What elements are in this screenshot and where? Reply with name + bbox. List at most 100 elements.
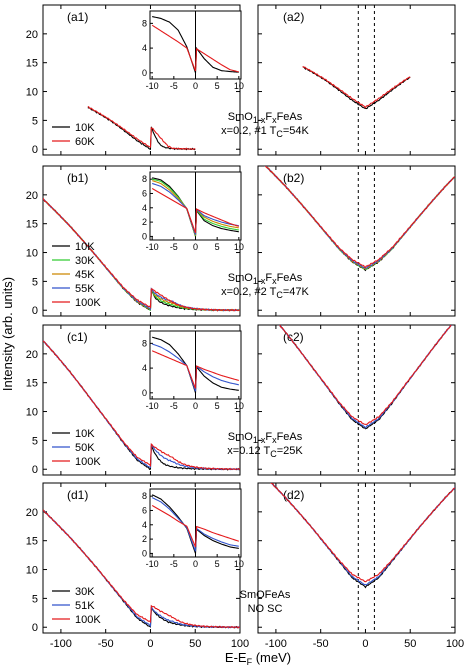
panel-label-(c1): (c1) [67,330,88,344]
left-xtick-label-4: 100 [231,638,249,650]
row-1-inset-ytick-label-0: 0 [142,231,147,241]
row-3-inset-ytick-label-1: 2 [142,534,147,544]
row-3-ytick-label-0: 0 [32,622,38,634]
row-0-left-curves [87,106,196,151]
right-curve-60K [302,65,411,109]
row-0-right-curves [302,65,411,110]
legend-label-10K: 10K [75,241,95,253]
left-curve-100K [43,509,240,629]
inset-curve-60K [151,24,239,73]
row-0-inset-ytick-label-0: 0 [142,68,147,78]
row-2-inset-xtick-label-1: -5 [170,401,178,411]
inset-curve-30K [152,178,239,237]
panel-label-(b1): (b1) [67,171,88,185]
row-3-inset: -10 -5 0 5 10 0 2 4 6 8 [142,488,244,569]
row-1-sample-line1-s2: x [272,276,277,286]
row-0-inset-xtick-label-1: -5 [170,81,178,91]
y-axis-title: Intensity (arb. units) [0,277,15,391]
row-1-sample-line2-s1: C [276,290,283,300]
panel-label-(a1): (a1) [67,10,88,24]
legend-label-10K: 10K [75,428,95,440]
row-3-inset-xtick-label-4: 10 [234,559,244,569]
legend-label-100K: 100K [75,297,101,309]
inset-curve-10K [152,336,239,393]
row-2-sample-line1-s2: x [272,435,277,445]
row-2-inset-ytick-label-0: 0 [142,388,147,398]
right-curve-100K [270,483,455,583]
row-3-inset-xtick-label-2: 0 [193,559,198,569]
row-1-sample-line2: x=0.2, #2 TC=47K [221,286,309,300]
row-1-inset-ytick-label-3: 6 [142,188,147,198]
row-0-left-frame [42,4,241,156]
row-0-sample-line2-p2: =54K [283,125,310,137]
row-2-inset-xtick-label-0: -10 [146,401,159,411]
panel-label-(a2): (a2) [283,10,304,24]
legend-label-10K: 10K [75,122,95,134]
row-0-sample-line2: x=0.2, #1 TC=54K [221,125,309,139]
row-1-sample-line1-p2: F [265,272,272,284]
row-0-ytick-label-0: 0 [32,144,38,156]
legend-label-50K: 50K [75,442,95,454]
row-3-ytick-label-2: 10 [26,565,38,577]
legend-label-30K: 30K [75,586,95,598]
row-1-left-frame [42,165,241,317]
row-3-inset-xtick-label-1: -5 [170,559,178,569]
row-3-sample-line1: SmOFeAs [240,589,291,601]
row-3-ytick-label-3: 15 [26,536,38,548]
panel-label-(b2): (b2) [283,171,304,185]
legend-label-100K: 100K [75,614,101,626]
row-0-sample-line1: SmO1-xFxFeAs [228,111,303,125]
left-curve-10K [87,107,196,151]
row-2-left-curves [43,340,240,471]
row-2-inset-xtick-label-3: 5 [215,401,220,411]
row-1-ytick-label-0: 0 [32,305,38,317]
row-0-inset-xtick-label-0: -10 [146,81,159,91]
panel-label-(c2): (c2) [283,330,304,344]
row-0-ytick-label-4: 20 [26,29,38,41]
row-0-inset-xtick-label-3: 5 [215,81,220,91]
right-xtick-label-0: -100 [265,638,287,650]
right-curve-100K [279,325,452,426]
row-0-sample-line2-p1: x=0.2, #1 T [221,125,276,137]
row-0-ytick-label-1: 5 [32,115,38,127]
row-3-inset-ytick-label-4: 8 [142,491,147,501]
panel-label-(d1): (d1) [67,488,88,502]
row-1-inset-xtick-label-1: -5 [170,242,178,252]
legend-label-100K: 100K [75,456,101,468]
row-2-sample-line1: SmO1-xFxFeAs [228,431,303,445]
row-3-sample-line2: NO SC [248,603,283,615]
row-2-sample-line2-s1: C [270,449,277,459]
row-0-inset: -10 -5 0 5 10 0 4 8 [142,10,244,91]
right-curve-51K [270,483,455,586]
row-1-left-curves [43,197,240,312]
row-0-inset-ytick-label-2: 8 [142,18,147,28]
row-2-sample-line2: x=0.12 TC=25K [227,445,303,459]
left-curve-100K [43,197,240,312]
right-curve-50K [278,325,453,429]
row-1-inset-xtick-label-2: 0 [193,242,198,252]
row-2-sample-line1-p1: SmO [228,431,254,443]
inset-curve-100K [151,187,240,234]
inset-curve-100K [151,350,239,389]
row-1-sample-line2-p1: x=0.2, #2 T [221,286,276,298]
row-3-left-curves [43,509,240,629]
row-1-ytick-label-4: 20 [26,190,38,202]
row-1-inset-ytick-label-1: 2 [142,217,147,227]
right-xtick-label-1: -50 [313,638,329,650]
row-1-inset: -10 -5 0 5 10 0 2 4 6 8 [142,171,244,252]
legend-label-51K: 51K [75,600,95,612]
row-1-right-frame [257,165,456,317]
row-3-sample-line2-p1: NO SC [248,603,283,615]
x-axis-title: E-EF (meV) [225,650,291,667]
left-xtick-label-1: -50 [98,638,114,650]
row-3-left-frame [42,482,241,634]
row-2-ytick-label-1: 5 [32,435,38,447]
row-3-ytick-label-4: 20 [26,507,38,519]
inset-curve-10K [152,177,239,237]
inset-curve-55K [151,182,239,235]
row-1-ytick-label-1: 5 [32,276,38,288]
legend-label-45K: 45K [75,269,95,281]
